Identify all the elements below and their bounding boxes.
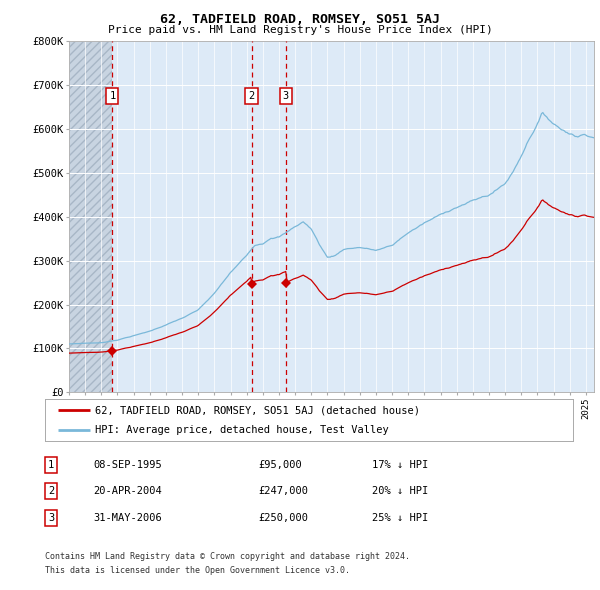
Text: 08-SEP-1995: 08-SEP-1995 [93,460,162,470]
Text: 17% ↓ HPI: 17% ↓ HPI [372,460,428,470]
Text: 31-MAY-2006: 31-MAY-2006 [93,513,162,523]
Text: 3: 3 [283,91,289,101]
Text: HPI: Average price, detached house, Test Valley: HPI: Average price, detached house, Test… [95,425,389,435]
Text: This data is licensed under the Open Government Licence v3.0.: This data is licensed under the Open Gov… [45,566,350,575]
Text: 62, TADFIELD ROAD, ROMSEY, SO51 5AJ: 62, TADFIELD ROAD, ROMSEY, SO51 5AJ [160,13,440,26]
Text: Contains HM Land Registry data © Crown copyright and database right 2024.: Contains HM Land Registry data © Crown c… [45,552,410,560]
Text: £95,000: £95,000 [258,460,302,470]
Text: 1: 1 [109,91,116,101]
Text: 1: 1 [48,460,54,470]
Bar [69,41,112,392]
Text: £247,000: £247,000 [258,486,308,496]
Text: 25% ↓ HPI: 25% ↓ HPI [372,513,428,523]
Text: 20-APR-2004: 20-APR-2004 [93,486,162,496]
Text: Price paid vs. HM Land Registry's House Price Index (HPI): Price paid vs. HM Land Registry's House … [107,25,493,35]
Text: 62, TADFIELD ROAD, ROMSEY, SO51 5AJ (detached house): 62, TADFIELD ROAD, ROMSEY, SO51 5AJ (det… [95,405,420,415]
Text: £250,000: £250,000 [258,513,308,523]
Text: 2: 2 [48,486,54,496]
Text: 2: 2 [248,91,254,101]
Text: 20% ↓ HPI: 20% ↓ HPI [372,486,428,496]
Text: 3: 3 [48,513,54,523]
